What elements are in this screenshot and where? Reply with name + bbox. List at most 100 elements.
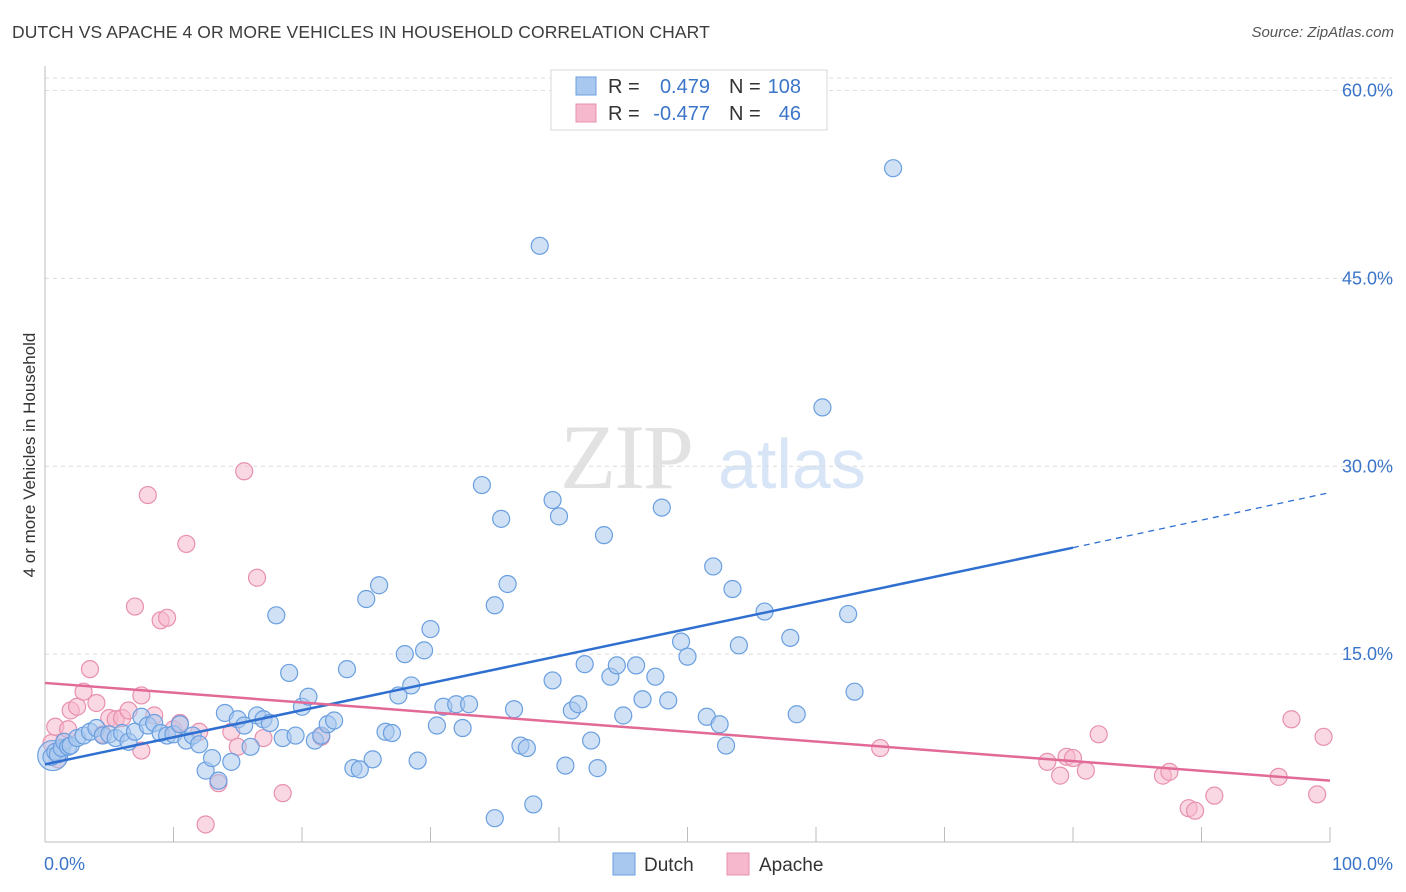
apache-point-49: [1308, 785, 1327, 804]
apache-point-50: [1314, 727, 1333, 746]
legend-r-value-apache: -0.477: [653, 103, 710, 125]
dutch-point-92: [652, 498, 671, 517]
apache-point-21: [157, 608, 177, 627]
dutch-point-101: [729, 636, 749, 655]
legend-n-value-apache: 46: [779, 103, 801, 125]
legend-n-value-dutch: 108: [768, 76, 801, 98]
dutch-point-108: [883, 159, 903, 178]
apache-point-45: [1185, 801, 1205, 820]
dutch-point-66: [459, 695, 479, 714]
dutch-trend-line: [44, 546, 1074, 766]
chart-title: DUTCH VS APACHE 4 OR MORE VEHICLES IN HO…: [12, 22, 710, 42]
dutch-point-109: [485, 809, 504, 828]
dutch-point-91: [646, 667, 665, 686]
apache-point-8: [80, 660, 100, 679]
legend-r-value-dutch: 0.479: [660, 76, 710, 98]
bottom-swatch-apache: [726, 852, 750, 876]
apache-point-6: [68, 697, 87, 716]
source-credit[interactable]: Source: ZipAtlas.com: [1251, 24, 1394, 41]
dutch-point-28: [202, 748, 222, 768]
watermark-atlas: atlas: [718, 425, 866, 503]
dutch-point-97: [704, 557, 723, 576]
legend-n-label-apache: N =: [729, 103, 761, 125]
dutch-point-23: [170, 715, 190, 734]
dutch-point-84: [588, 759, 607, 778]
y-axis-label: 4 or more Vehicles in Household: [20, 333, 39, 578]
dutch-point-34: [241, 737, 260, 756]
apache-point-46: [1205, 786, 1224, 805]
legend-r-label-dutch: R =: [608, 76, 640, 98]
dutch-point-82: [575, 655, 594, 674]
dutch-point-103: [781, 628, 800, 647]
dutch-point-83: [582, 731, 601, 750]
apache-point-30: [235, 462, 254, 481]
dutch-point-40: [280, 663, 299, 683]
x-tick-label-0: 0.0%: [44, 854, 85, 874]
correlation-legend: R = 0.479 N = 108 R = -0.477 N = 46: [550, 69, 828, 131]
dutch-point-106: [839, 604, 858, 624]
dutch-point-73: [517, 738, 536, 758]
legend-swatch-dutch: [575, 76, 597, 96]
y-tick-label-0: 15.0%: [1342, 644, 1393, 664]
dutch-point-67: [472, 475, 491, 495]
dutch-point-75: [530, 236, 549, 255]
dutch-point-70: [498, 574, 517, 594]
dutch-point-60: [414, 641, 434, 660]
y-tick-label-1: 30.0%: [1342, 456, 1393, 476]
axes: [44, 66, 1331, 843]
dutch-point-93: [659, 691, 678, 710]
bottom-legend-apache: Apache: [759, 855, 823, 876]
dutch-point-81: [569, 695, 588, 714]
apache-trend-line: [44, 681, 1331, 782]
dutch-point-65: [453, 718, 472, 738]
dutch-point-50: [350, 760, 369, 779]
apache-point-39: [1063, 748, 1083, 768]
series-legend: Dutch Apache: [612, 852, 823, 876]
apache-point-40: [1076, 761, 1095, 780]
dutch-point-69: [492, 509, 511, 528]
apache-point-43: [1160, 762, 1179, 781]
dutch-point-94: [671, 632, 691, 651]
y-tick-label-3: 60.0%: [1342, 81, 1393, 101]
y-tick-label-2: 45.0%: [1342, 268, 1393, 288]
dutch-point-90: [633, 690, 652, 709]
dutch-point-105: [813, 398, 832, 417]
dutch-point-85: [594, 526, 614, 545]
tick-labels: 15.0% 30.0% 45.0% 60.0% 0.0% 100.0%: [44, 81, 1393, 874]
apache-point-9: [87, 693, 106, 713]
dutch-point-98: [710, 715, 729, 734]
dutch-point-43: [299, 687, 318, 706]
dutch-point-62: [427, 716, 447, 735]
bottom-legend-dutch: Dutch: [644, 855, 694, 876]
apache-point-7: [74, 682, 93, 701]
dutch-point-79: [556, 756, 575, 775]
legend-n-label-dutch: N =: [729, 76, 761, 98]
dutch-point-55: [382, 723, 402, 743]
apache-point-24: [177, 534, 196, 554]
dutch-point-61: [421, 619, 440, 639]
legend-swatch-apache: [575, 103, 597, 123]
apache-point-32: [254, 728, 273, 748]
dutch-point-53: [370, 576, 389, 595]
dutch-point-77: [543, 671, 562, 690]
dutch-point-29: [209, 771, 228, 790]
dutch-points: [37, 159, 903, 828]
dutch-point-99: [716, 736, 736, 755]
dutch-point-51: [357, 589, 376, 609]
watermark-zip: ZIP: [560, 406, 692, 508]
apache-point-15: [125, 597, 145, 616]
dutch-point-59: [408, 751, 427, 770]
apache-point-17: [132, 741, 151, 760]
dutch-point-74: [524, 795, 543, 814]
apache-point-41: [1089, 725, 1108, 744]
apache-point-26: [196, 815, 215, 834]
dutch-point-100: [723, 579, 742, 599]
trend-lines: [44, 491, 1331, 782]
dutch-point-78: [549, 507, 569, 526]
dutch-point-104: [787, 705, 806, 724]
dutch-point-87: [607, 656, 626, 675]
dutch-point-88: [614, 706, 633, 725]
dutch-point-107: [845, 682, 864, 701]
dutch-point-52: [363, 750, 382, 769]
dutch-point-38: [267, 606, 286, 625]
